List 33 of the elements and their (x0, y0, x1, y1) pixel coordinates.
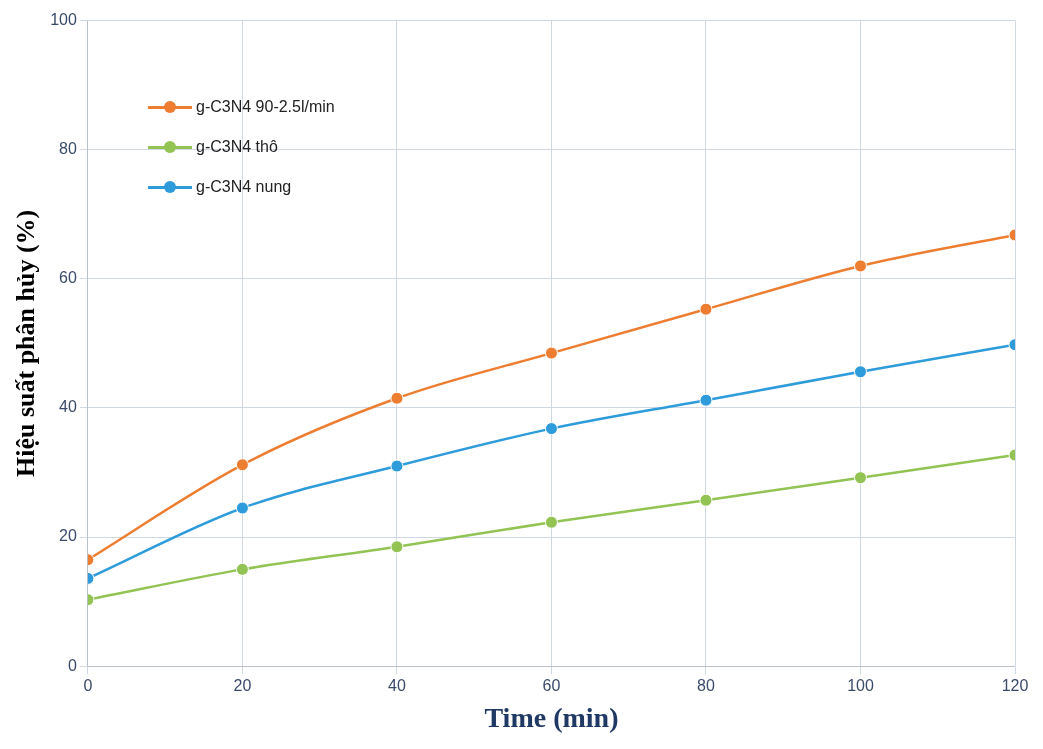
y-tick-label: 40 (59, 398, 77, 416)
point (544, 515, 558, 529)
point (699, 302, 713, 316)
point (699, 493, 713, 507)
y-axis-title: Hiệu suất phân hủy (%) (11, 209, 41, 478)
point (390, 459, 404, 473)
legend-label: g-C3N4 nung (196, 178, 292, 196)
x-tick-label: 100 (847, 677, 874, 695)
y-tick-label: 20 (59, 527, 77, 545)
legend-label: g-C3N4 90-2.5l/min (196, 98, 335, 116)
point (544, 422, 558, 436)
point (544, 346, 558, 360)
y-tick-label: 100 (50, 11, 77, 29)
point (235, 501, 249, 515)
x-tick-label: 60 (542, 677, 561, 695)
y-tick-label: 0 (67, 656, 77, 674)
x-tick-label: 40 (388, 677, 406, 695)
point (853, 471, 867, 485)
x-axis-title: Time (min) (484, 702, 619, 734)
point (235, 562, 249, 576)
x-tick-label: 0 (83, 677, 93, 695)
x-tick-label: 120 (1001, 677, 1029, 695)
point (853, 259, 867, 273)
point (699, 393, 713, 407)
point (235, 458, 249, 472)
x-tick-label: 20 (233, 677, 252, 695)
point (853, 365, 867, 379)
legend-label: g-C3N4 thô (196, 138, 278, 156)
point (390, 540, 404, 554)
point (390, 391, 404, 405)
y-tick-label: 60 (59, 269, 77, 287)
y-tick-label: 80 (59, 140, 77, 158)
x-tick-label: 80 (697, 677, 715, 695)
